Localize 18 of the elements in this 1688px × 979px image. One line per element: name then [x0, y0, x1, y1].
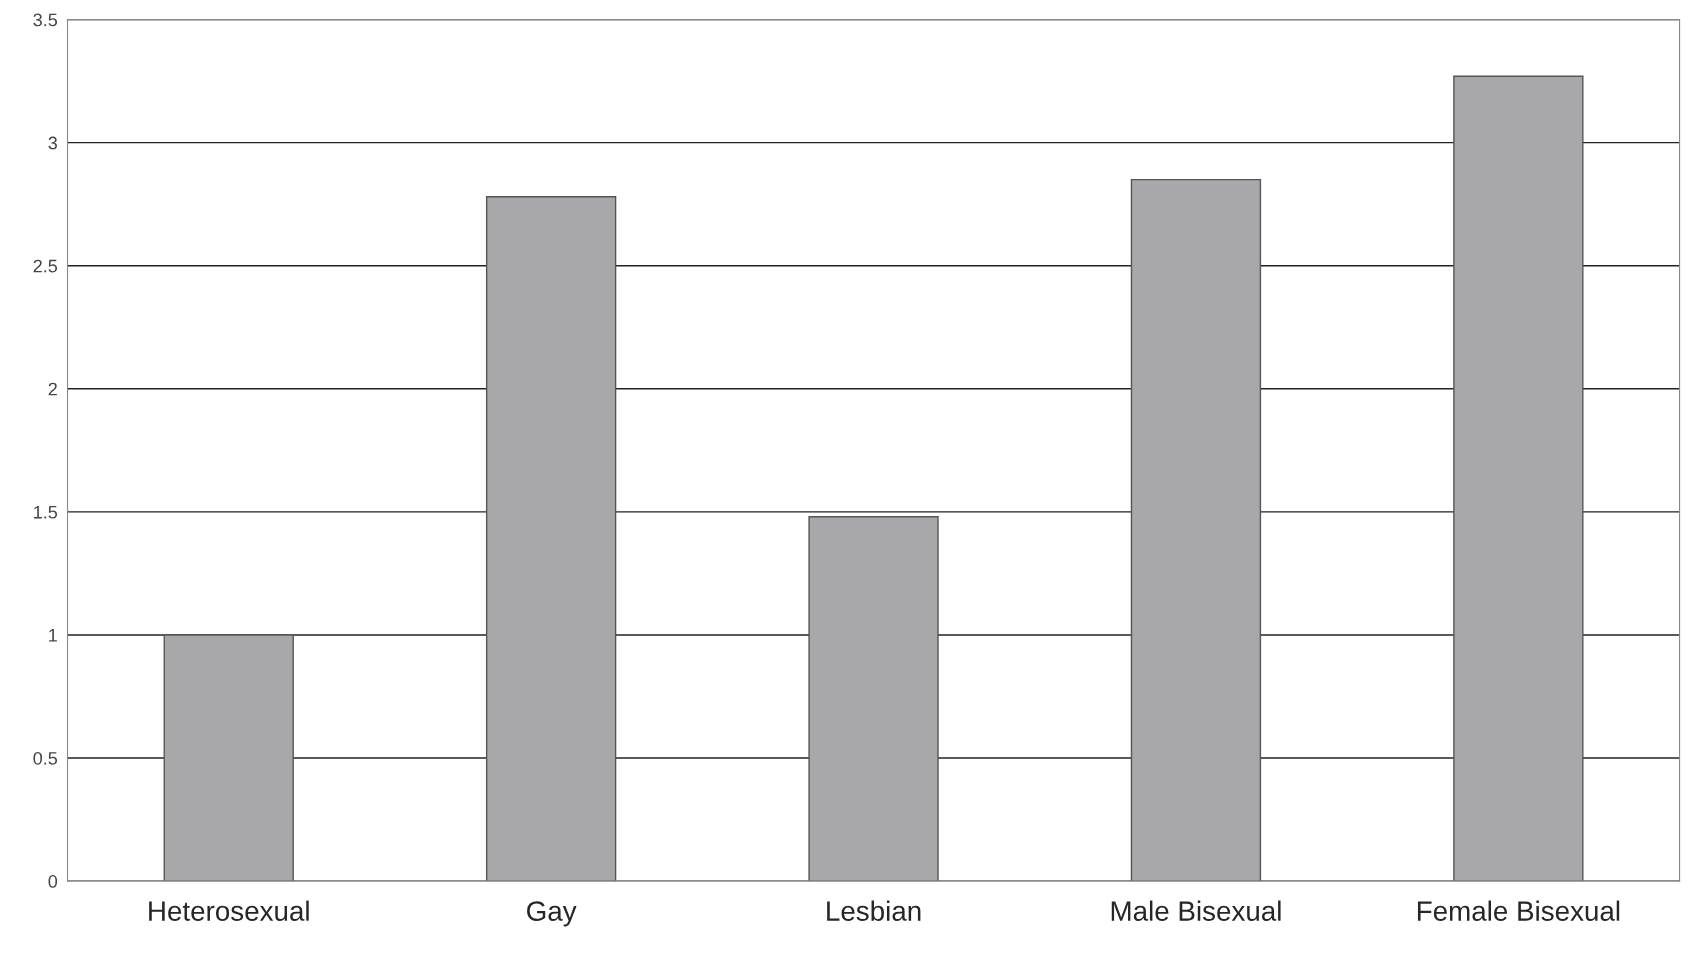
- bar: [485, 196, 617, 882]
- bar: [1453, 75, 1584, 882]
- bar: [808, 516, 939, 882]
- y-tick-label: 1.5: [34, 506, 58, 519]
- y-tick-label: 2: [48, 382, 57, 396]
- y-tick-label: 3: [48, 136, 58, 150]
- x-tick-label: Lesbian: [827, 900, 921, 921]
- y-tick-label: 0.5: [33, 751, 58, 765]
- x-tick-label: Female Bisexual: [1417, 900, 1620, 921]
- x-tick-label: Gay: [527, 901, 577, 927]
- bar: [163, 634, 294, 882]
- x-tick-label: Male Bisexual: [1111, 900, 1281, 921]
- x-tick-label: Heterosexual: [149, 900, 309, 921]
- bar: [1130, 178, 1262, 882]
- y-tick-label: 2.5: [33, 259, 58, 273]
- y-tick-label: 0: [48, 875, 58, 888]
- y-tick-label: 1: [49, 629, 57, 642]
- y-tick-label: 3.5: [33, 13, 58, 27]
